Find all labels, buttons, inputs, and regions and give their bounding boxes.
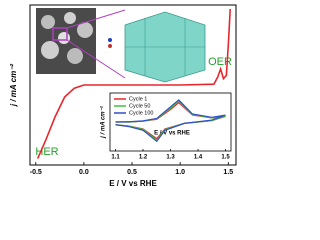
plot-frame <box>29 4 237 166</box>
x-tick-label: 1.5 <box>223 169 233 176</box>
x-tick-label: 1.2 <box>139 155 148 161</box>
zoom-box <box>52 27 68 41</box>
line <box>115 99 226 143</box>
inset-x-axis-label: E / V vs RHE <box>154 131 190 137</box>
particle <box>41 15 55 29</box>
particle <box>58 32 70 44</box>
zoom-line <box>66 39 126 79</box>
illustration <box>36 8 206 83</box>
x-tick-label: 1.0 <box>175 169 185 176</box>
legend-label: Cycle 50 <box>129 103 150 109</box>
x-axis-label: E / V vs RHE <box>109 179 157 188</box>
annotation: OER <box>208 56 232 68</box>
zoom-line <box>66 9 126 29</box>
x-tick-label: 0.5 <box>127 169 137 176</box>
particle <box>77 22 93 38</box>
x-tick-label: 1.1 <box>111 155 120 161</box>
x-tick-label: 1.3 <box>166 155 175 161</box>
x-tick-label: 0.0 <box>79 169 89 176</box>
atom-key <box>108 44 112 48</box>
x-tick-label: -0.5 <box>30 169 42 176</box>
atom-key <box>108 38 112 42</box>
legend-label: Cycle 100 <box>129 110 153 116</box>
x-tick-label: 1.5 <box>221 155 230 161</box>
legend-label: Cycle 1 <box>129 96 147 102</box>
y-axis-label: j / mA cm⁻² <box>9 64 18 107</box>
line <box>36 8 232 159</box>
particle <box>67 48 83 64</box>
particle <box>41 41 59 59</box>
x-tick-label: 1.4 <box>194 155 203 161</box>
chart: OER HER E / V vs RHE j / mA cm⁻² E / V v… <box>9 4 237 188</box>
particle <box>64 12 76 24</box>
inset-y-axis-label: j / mA cm⁻² <box>100 105 107 139</box>
